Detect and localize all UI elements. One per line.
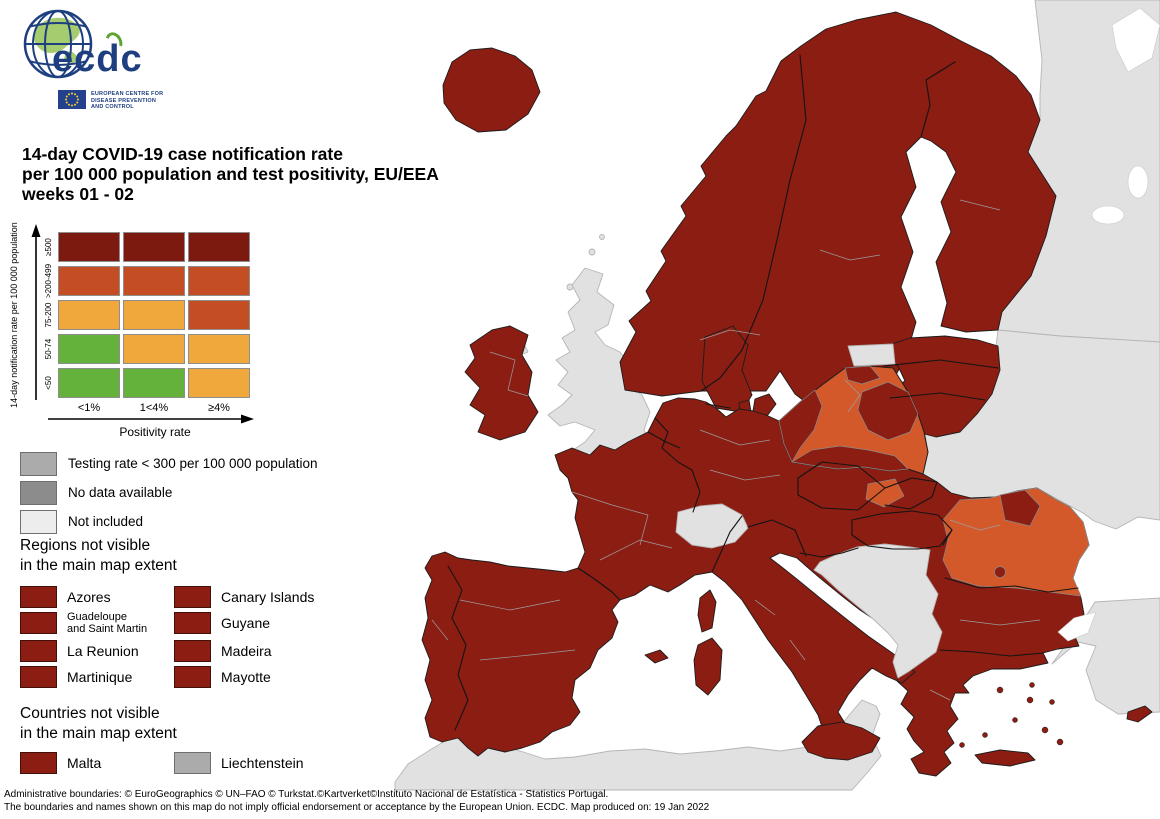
map-region-switzerland [675, 503, 749, 549]
matrix-cell-r5c2 [123, 368, 185, 398]
ecdc-globe-icon [23, 9, 93, 79]
region-swatch-guadeloupe [20, 612, 57, 634]
map-title-line2: per 100 000 population and test positivi… [22, 164, 439, 184]
legend-swatch-not-included [20, 510, 57, 534]
map-region-ireland [464, 325, 539, 441]
regions-not-visible-heading: Regions not visible in the main map exte… [20, 537, 177, 574]
map-footer: Administrative boundaries: © EuroGeograp… [4, 788, 709, 814]
region-swatch-martinique [20, 666, 57, 688]
map-region-bucharest-region [994, 566, 1006, 578]
matrix-cell-r4c2 [123, 334, 185, 364]
region-swatch-la-reunion [20, 640, 57, 662]
region-swatch-azores [20, 586, 57, 608]
map-region-iceland [442, 47, 541, 133]
legend-label-not-included: Not included [68, 514, 144, 529]
region-borders [431, 199, 1041, 701]
region-swatch-canary-islands [174, 586, 211, 608]
map-title: 14-day COVID-19 case notification rate p… [22, 144, 482, 204]
footer-line1: Administrative boundaries: © EuroGeograp… [4, 789, 609, 800]
legend-swatch-no-data [20, 481, 57, 505]
region-swatch-guyane [174, 612, 211, 634]
matrix-cell-r3c1 [58, 300, 120, 330]
matrix-cell-r1c2 [123, 232, 185, 262]
matrix-cell-r4c3 [188, 334, 250, 364]
map-region-crete [974, 749, 1036, 767]
white-sea [1111, 7, 1160, 73]
region-swatch-madeira [174, 640, 211, 662]
matrix-cell-r3c3 [188, 300, 250, 330]
country-swatch-malta [20, 752, 57, 774]
ecdc-org-name: EUROPEAN CENTRE FOR DISEASE PREVENTION A… [91, 91, 164, 110]
russian-lakes [1091, 205, 1125, 225]
map-title-line3: weeks 01 - 02 [22, 184, 134, 204]
matrix-x-axis-title: Positivity rate [119, 425, 191, 439]
countries-not-visible-heading: Countries not visible in the main map ex… [20, 705, 177, 742]
matrix-cell-r1c1 [58, 232, 120, 262]
map-region-sicily [801, 721, 881, 761]
matrix-col-label-2: ≥4% [208, 402, 230, 414]
map-region-cyprus [1126, 705, 1153, 723]
map-region-denmark [752, 393, 777, 417]
map-water-details [1057, 7, 1160, 642]
matrix-cell-r4c1 [58, 334, 120, 364]
ecdc-acronym-text: ecdc [52, 38, 143, 80]
matrix-cell-r2c3 [188, 266, 250, 296]
matrix-grid [58, 232, 250, 398]
matrix-cell-r3c2 [123, 300, 185, 330]
matrix-cell-r5c1 [58, 368, 120, 398]
map-title-line1: 14-day COVID-19 case notification rate [22, 144, 343, 164]
matrix-col-label-0: <1% [77, 402, 101, 414]
map-region-sardinia [693, 637, 723, 696]
map-region-kaliningrad [847, 343, 896, 367]
map-region-corsica [697, 589, 717, 633]
matrix-cell-r5c3 [188, 368, 250, 398]
map-region-romania-southeast-regions [942, 487, 1090, 597]
map-region-western-balkans [813, 543, 943, 679]
matrix-cell-r1c3 [188, 232, 250, 262]
map-region-small-gray-isles [566, 234, 605, 291]
country-swatch-liechtenstein [174, 752, 211, 774]
map-region-balearics [644, 649, 669, 664]
marmara-sea [1057, 611, 1097, 642]
country-borders [447, 54, 1079, 731]
legend-label-testing-rate: Testing rate < 300 per 100 000 populatio… [68, 456, 318, 471]
matrix-col-label-1: 1<4% [139, 402, 169, 414]
footer-line2: The boundaries and names shown on this m… [4, 802, 710, 813]
matrix-axis-arrows [31, 224, 254, 424]
matrix-cell-r2c2 [123, 266, 185, 296]
eu-flag-icon [58, 90, 86, 109]
region-swatch-mayotte [174, 666, 211, 688]
russian-lakes [1127, 165, 1149, 199]
map-region-romania-inner-dark-region [999, 489, 1041, 527]
legend-label-no-data: No data available [68, 485, 173, 500]
map-region-slovakia-east-region [865, 478, 905, 508]
matrix-cell-r2c1 [58, 266, 120, 296]
ecdc-logo: ecdc EUROPEAN CENTRE FOR DISEASE PREVENT… [20, 6, 170, 111]
matrix-y-axis-title: 14-day notification rate per 100 000 pop… [9, 222, 19, 408]
legend-swatch-testing-rate [20, 452, 57, 476]
map-region-greek-islands [959, 682, 1064, 748]
